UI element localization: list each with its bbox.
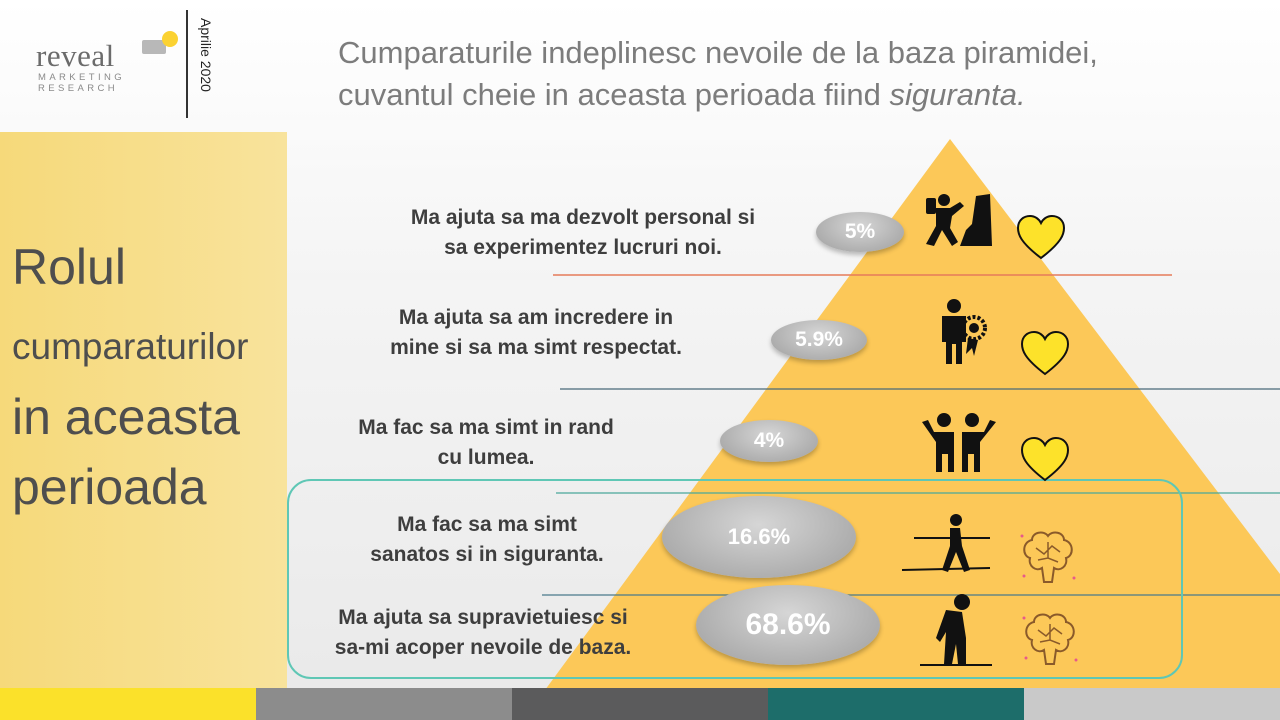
highlight-box (287, 479, 1183, 679)
level-label-2: Ma ajuta sa am incredere in mine si sa m… (316, 303, 756, 363)
side-panel-line-1: Rolul (12, 239, 126, 295)
bottom-bar-dark (512, 688, 768, 720)
brain-icon (1022, 613, 1078, 665)
value-pill-1: 5% (816, 212, 904, 252)
side-panel-line-3: in aceasta (12, 389, 240, 445)
award-person-icon (942, 299, 987, 364)
logo-mark-icon (142, 31, 178, 54)
header-divider (186, 10, 188, 118)
bottom-bar-yellow (0, 688, 256, 720)
two-people-icon (922, 413, 996, 472)
bottom-bar-grey (256, 688, 512, 720)
level-2-line-2: mine si sa ma simt respectat. (390, 336, 682, 359)
value-pill-4: 16.6% (662, 496, 856, 578)
value-pill-5: 68.6% (696, 585, 880, 665)
level-2-line-1: Ma ajuta sa am incredere in (398, 306, 674, 329)
title-line-2: cuvantul cheie in aceasta perioada fiind… (338, 74, 1258, 116)
level-3-line-2: cu lumea. (437, 446, 535, 469)
logo-word: reveal (36, 38, 115, 73)
level-4-line-2: sanatos si in siguranta. (370, 543, 604, 566)
heart-icon (1016, 214, 1066, 260)
logo-subtitle-1: MARKETING (38, 72, 126, 83)
side-panel (0, 132, 287, 688)
tightrope-walker-icon (901, 514, 991, 572)
tired-person-icon (920, 594, 992, 666)
bottom-bar-light (1024, 688, 1280, 720)
level-label-3: Ma fac sa ma simt in rand cu lumea. (306, 413, 666, 473)
reveal-logo: reveal MARKETING RESEARCH (36, 30, 186, 100)
level-5-line-2: sa-mi acoper nevoile de baza. (334, 636, 632, 659)
value-pill-3: 4% (720, 420, 818, 462)
brain-icon (1020, 531, 1076, 583)
page-title: Cumparaturile indeplinesc nevoile de la … (338, 32, 1258, 116)
level-label-1: Ma ajuta sa ma dezvolt personal si sa ex… (322, 203, 844, 263)
level-3-line-1: Ma fac sa ma simt in rand (358, 416, 614, 439)
level-label-5: Ma ajuta sa supravietuiesc si sa-mi acop… (285, 603, 681, 663)
title-line-2-text: cuvantul cheie in aceasta perioada fiind (338, 77, 890, 112)
level-label-4: Ma fac sa ma simt sanatos si in sigurant… (322, 510, 652, 570)
level-5-line-1: Ma ajuta sa supravietuiesc si (338, 606, 628, 629)
heart-icon (1020, 436, 1070, 482)
level-1-line-1: Ma ajuta sa ma dezvolt personal si (410, 206, 756, 229)
climber-icon (926, 194, 992, 246)
value-pill-2: 5.9% (771, 320, 867, 360)
title-emphasis: siguranta. (889, 77, 1026, 112)
side-panel-line-2: cumparaturilor (12, 326, 249, 367)
level-1-line-2: sa experimentez lucruri noi. (444, 236, 722, 259)
logo-subtitle-2: RESEARCH (38, 83, 118, 94)
heart-icon (1020, 330, 1070, 376)
title-line-1: Cumparaturile indeplinesc nevoile de la … (338, 35, 1098, 70)
level-4-line-1: Ma fac sa ma simt (397, 513, 577, 536)
bottom-bar-teal (768, 688, 1024, 720)
side-panel-line-4: perioada (12, 459, 207, 515)
